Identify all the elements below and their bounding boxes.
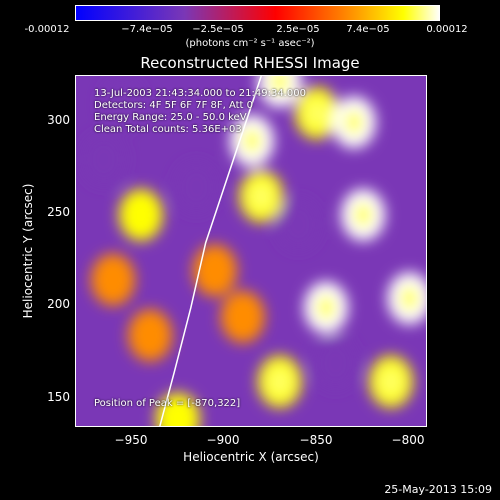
heatmap-blob bbox=[91, 253, 136, 306]
colorbar-tick: 0.00012 bbox=[426, 24, 468, 35]
heatmap-blob bbox=[192, 244, 237, 297]
heatmap-blob bbox=[174, 161, 219, 214]
timestamp: 25-May-2013 15:09 bbox=[384, 483, 492, 496]
heatmap-blob-core bbox=[269, 368, 290, 395]
colorbar-tick: −7.4e−05 bbox=[121, 24, 173, 35]
heatmap-canvas bbox=[81, 76, 426, 426]
annotation-method: Clean Total counts: 5.36E+03 bbox=[94, 124, 242, 135]
heatmap-blob-core bbox=[251, 183, 272, 210]
heatmap-blob bbox=[313, 337, 358, 390]
heatmap-blob-core bbox=[269, 76, 290, 95]
heatmap-blob-core bbox=[399, 285, 420, 312]
x-tick-label: −850 bbox=[299, 433, 333, 447]
heatmap-blob-core bbox=[353, 201, 374, 228]
heatmap-blob-core bbox=[343, 109, 364, 136]
heatmap-blob-core bbox=[306, 100, 327, 127]
heatmap-blob bbox=[276, 198, 321, 251]
colorbar-units: (photons cm⁻² s⁻¹ asec⁻²) bbox=[185, 38, 315, 49]
colorbar-tick: 2.5e−05 bbox=[276, 24, 320, 35]
annotation-peak: Position of Peak = [-870,322] bbox=[94, 398, 241, 409]
heatmap-blob bbox=[81, 133, 126, 186]
colorbar bbox=[75, 5, 440, 21]
x-tick-label: −800 bbox=[391, 433, 425, 447]
chart-title: Reconstructed RHESSI Image bbox=[140, 54, 360, 72]
heatmap-blob bbox=[128, 309, 173, 362]
y-axis-label: Heliocentric Y (arcsec) bbox=[21, 183, 35, 319]
colorbar-gradient bbox=[75, 5, 440, 21]
colorbar-tick: -0.00012 bbox=[24, 24, 70, 35]
y-tick-label: 300 bbox=[47, 113, 70, 127]
heatmap-blob bbox=[100, 77, 145, 130]
colorbar-tick: −2.5e−05 bbox=[192, 24, 244, 35]
y-tick-label: 200 bbox=[47, 297, 70, 311]
heatmap-blob bbox=[220, 290, 265, 343]
y-tick-label: 150 bbox=[47, 390, 70, 404]
x-tick-label: −950 bbox=[114, 433, 148, 447]
x-tick-label: −900 bbox=[206, 433, 240, 447]
heatmap-blob-core bbox=[242, 127, 262, 154]
heatmap-blob-core bbox=[380, 368, 401, 395]
heatmap-blob-core bbox=[316, 294, 337, 321]
x-axis-label: Heliocentric X (arcsec) bbox=[183, 450, 319, 464]
solar-limb-curve bbox=[159, 76, 262, 426]
colorbar-frame bbox=[75, 5, 440, 21]
y-tick-label: 250 bbox=[47, 205, 70, 219]
annotation-detectors: Detectors: 4F 5F 6F 7F 8F, Att 0 bbox=[94, 100, 254, 111]
heatmap-plot bbox=[75, 75, 427, 427]
annotation-time-range: 13-Jul-2003 21:43:34.000 to 21:49:34.000 bbox=[94, 88, 306, 99]
annotation-energy: Energy Range: 25.0 - 50.0 keV bbox=[94, 112, 247, 123]
colorbar-tick: 7.4e−05 bbox=[346, 24, 390, 35]
heatmap-blob bbox=[118, 188, 163, 241]
